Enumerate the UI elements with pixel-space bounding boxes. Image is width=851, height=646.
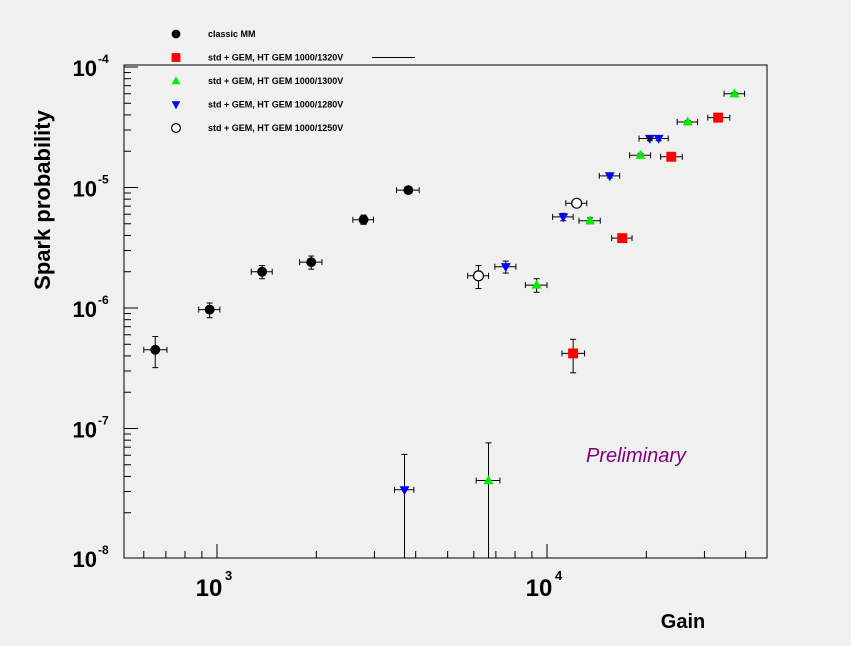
marker	[644, 134, 655, 144]
marker	[171, 122, 182, 133]
marker	[171, 101, 181, 110]
legend-entry: classic MM	[171, 29, 256, 39]
marker	[204, 304, 215, 315]
data-point	[198, 302, 221, 319]
legend-label: std + GEM, HT GEM 1000/1250V	[208, 123, 343, 133]
y-tick-label: 10	[73, 418, 97, 443]
data-point	[723, 88, 746, 98]
preliminary-annotation: Preliminary	[586, 445, 687, 467]
marker	[568, 348, 579, 359]
marker	[585, 215, 595, 225]
marker	[571, 197, 583, 209]
y-axis-label: Spark probability	[30, 109, 55, 289]
axes: 10 3 10 410 -810 -710 -610 -510 -4	[73, 52, 747, 602]
marker	[682, 116, 693, 126]
marker	[150, 344, 161, 355]
legend-entry: std + GEM, HT GEM 1000/1320V	[171, 53, 343, 63]
data-point	[647, 134, 669, 144]
marker	[483, 475, 494, 485]
data-point	[475, 442, 501, 558]
marker	[558, 213, 569, 223]
series-3	[393, 134, 669, 558]
y-tick-label: 10	[73, 547, 97, 572]
legend-entry: std + GEM, HT GEM 1000/1280V	[171, 100, 343, 110]
data-point	[467, 265, 490, 290]
legend-label: std + GEM, HT GEM 1000/1300V	[208, 76, 343, 86]
data-point	[629, 149, 652, 159]
series-2	[475, 88, 746, 558]
y-tick-exponent: -7	[98, 414, 109, 428]
plot-frame	[123, 64, 768, 559]
data-point	[565, 197, 588, 209]
data-point	[660, 151, 683, 162]
y-tick-label: 10	[73, 297, 97, 322]
marker	[403, 185, 414, 196]
marker	[399, 486, 410, 496]
marker	[604, 172, 615, 182]
data-point	[143, 336, 168, 369]
data-point	[552, 212, 574, 223]
data-point	[494, 260, 517, 274]
marker	[531, 279, 542, 289]
series-layer	[143, 88, 746, 558]
data-point	[598, 172, 621, 182]
legend-label: std + GEM, HT GEM 1000/1280V	[208, 100, 343, 110]
data-point	[393, 453, 415, 558]
data-point	[524, 278, 548, 293]
data-point	[396, 185, 420, 196]
data-point	[352, 214, 374, 225]
marker	[171, 29, 181, 39]
marker	[666, 151, 677, 162]
marker	[306, 257, 317, 268]
marker	[171, 53, 181, 62]
marker	[729, 88, 740, 98]
marker	[635, 149, 646, 159]
legend: classic MM std + GEM, HT GEM 1000/1320V st…	[171, 29, 415, 133]
marker	[257, 266, 268, 277]
marker	[358, 214, 369, 225]
series-4	[467, 197, 588, 290]
marker	[500, 263, 511, 273]
y-tick-label: 10	[73, 56, 97, 81]
legend-entry: std + GEM, HT GEM 1000/1300V	[171, 76, 343, 86]
data-point	[707, 112, 731, 123]
x-tick-label: 10	[196, 575, 223, 602]
data-point	[561, 338, 586, 374]
marker	[713, 112, 724, 123]
y-tick-exponent: -4	[98, 52, 109, 66]
x-tick-exponent: 4	[555, 568, 563, 583]
y-tick-exponent: -5	[98, 173, 109, 187]
y-tick-exponent: -8	[98, 543, 109, 557]
marker	[171, 76, 181, 85]
legend-label: classic MM	[208, 29, 256, 39]
legend-entry: std + GEM, HT GEM 1000/1250V	[171, 122, 343, 133]
data-point	[676, 116, 699, 126]
y-tick-exponent: -6	[98, 293, 109, 307]
y-tick-label: 10	[73, 177, 97, 202]
x-tick-exponent: 3	[225, 568, 232, 583]
data-point	[578, 215, 601, 225]
x-axis-label: Gain	[661, 611, 705, 633]
legend-label: std + GEM, HT GEM 1000/1320V	[208, 53, 343, 63]
series-0	[143, 185, 420, 369]
x-tick-label: 10	[526, 575, 553, 602]
data-point	[299, 255, 323, 270]
data-point	[250, 265, 273, 280]
data-point	[611, 233, 633, 244]
marker	[617, 233, 628, 244]
marker	[472, 270, 485, 282]
series-1	[561, 112, 731, 374]
marker	[653, 134, 664, 144]
